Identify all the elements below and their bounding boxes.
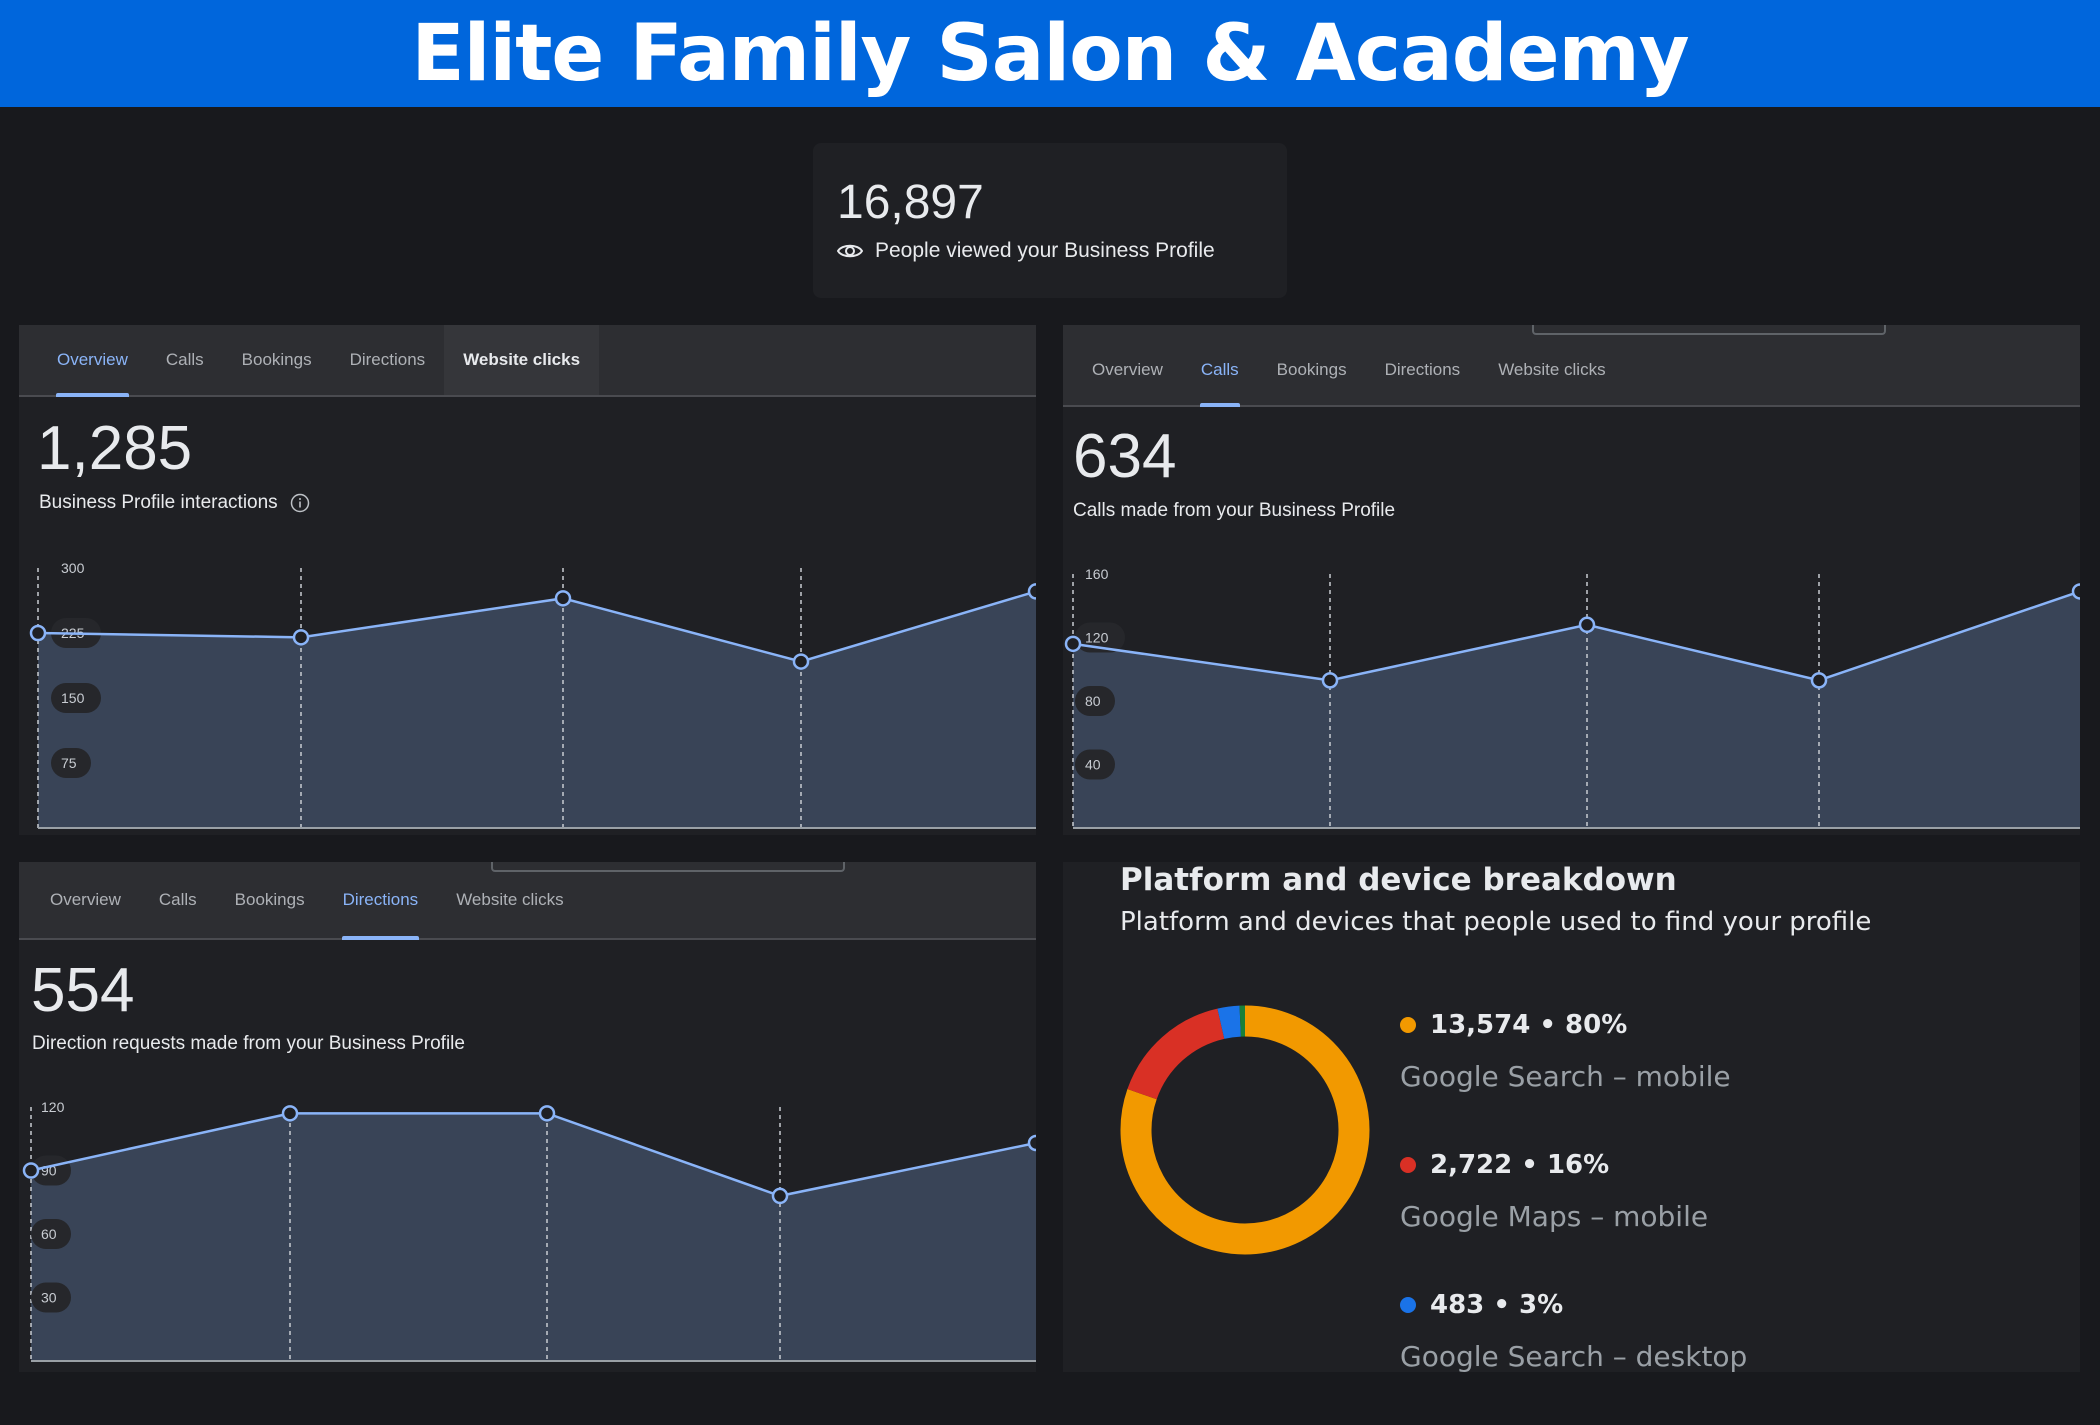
directions-count: 554 [31,956,135,1025]
data-point [1578,616,1596,634]
tab-bar: Overview Calls Bookings Directions Websi… [19,325,1036,397]
tick-pill [1075,686,1115,716]
data-point [22,1162,40,1179]
y-tick-label: 120 [1085,630,1109,646]
legend-label: Google Maps – mobile [1400,1200,1709,1233]
legend-value: 13,574 • 80% [1430,1010,1628,1040]
breakdown-subtitle: Platform and devices that people used to… [1120,907,1872,937]
platform-donut-chart [1120,1005,1370,1255]
data-point [1064,635,1082,653]
data-point [29,624,47,642]
eye-icon [837,244,863,258]
data-point [1027,1134,1036,1152]
data-point [2071,583,2080,600]
views-card: 16,897 People viewed your Business Profi… [813,143,1287,298]
legend-label: Google Search – mobile [1400,1060,1731,1093]
tab-bar: Overview Calls Bookings Directions Websi… [1063,325,2080,407]
tab-overview[interactable]: Overview [38,325,147,397]
legend-value: 2,722 • 16% [1430,1150,1610,1180]
tab-calls[interactable]: Calls [158,890,197,909]
tab-bookings[interactable]: Bookings [234,890,305,909]
date-selector-edge [491,862,845,872]
data-point [1321,672,1339,689]
legend-dot [1400,1157,1416,1173]
legend-value: 483 • 3% [1430,1290,1564,1320]
calls-panel: Overview Calls Bookings Directions Websi… [1063,325,2080,835]
legend-dot [1400,1017,1416,1033]
y-tick-label: 80 [1085,693,1101,709]
header-banner: Elite Family Salon & Academy [0,0,2100,107]
tab-calls[interactable]: Calls [165,350,204,369]
calls-count: 634 [1073,422,1177,491]
y-tick-label: 300 [61,560,85,576]
y-tick-label: 60 [41,1226,57,1242]
directions-panel: Overview Calls Bookings Directions Websi… [19,862,1036,1372]
data-point [792,653,810,670]
data-point [292,629,310,646]
legend-dot [1400,1297,1416,1313]
data-point [281,1105,299,1122]
interactions-panel: Overview Calls Bookings Directions Websi… [19,325,1036,835]
data-point [538,1105,556,1122]
tab-bookings[interactable]: Bookings [1276,360,1347,379]
y-tick-label: 150 [61,690,85,706]
tab-bar: Overview Calls Bookings Directions Websi… [19,862,1036,940]
tick-pill [51,683,101,713]
tab-website-clicks[interactable]: Website clicks [456,890,564,909]
interactions-label: Business Profile interactions [39,492,278,513]
tab-calls[interactable]: Calls [1182,335,1258,407]
legend-item: 13,574 • 80% Google Search – mobile [1400,1010,1731,1093]
tab-website-clicks[interactable]: Website clicks [1498,360,1606,379]
views-count: 16,897 [837,176,984,229]
directions-label: Direction requests made from your Busine… [32,1033,465,1054]
data-point [554,590,572,607]
interactions-count: 1,285 [37,414,193,483]
donut-slice [1217,1005,1242,1039]
legend-label: Google Search – desktop [1400,1340,1748,1373]
data-point [771,1187,789,1205]
legend-item: 483 • 3% Google Search – desktop [1400,1290,1747,1373]
data-point [1810,672,1828,689]
donut-slice [1120,1005,1370,1255]
legend-item: 2,722 • 16% Google Maps – mobile [1400,1150,1708,1233]
tab-overview[interactable]: Overview [1092,360,1163,379]
y-tick-label: 30 [41,1290,57,1306]
tick-pill [1075,749,1115,780]
info-icon[interactable] [290,493,310,513]
tab-directions[interactable]: Directions [324,862,438,940]
breakdown-title: Platform and device breakdown [1120,862,1677,898]
tab-directions[interactable]: Directions [1384,360,1461,379]
date-selector-edge [1532,325,1886,335]
y-tick-label: 120 [41,1099,65,1115]
calls-chart: 160 120 80 40 [1064,566,2080,829]
tab-directions[interactable]: Directions [349,350,426,369]
data-point [1027,583,1036,600]
tick-pill [31,1282,71,1313]
tab-website-clicks[interactable]: Website clicks [444,325,600,395]
calls-label: Calls made from your Business Profile [1073,500,1396,521]
y-tick-label: 160 [1085,566,1109,582]
y-tick-label: 40 [1085,757,1101,773]
area-fill [38,591,1036,828]
donut-slice [1127,1008,1225,1100]
breakdown-panel [1063,862,2080,1372]
business-title: Elite Family Salon & Academy [411,8,1689,99]
area-fill [31,1113,1036,1361]
tab-overview[interactable]: Overview [50,890,121,909]
y-tick-label: 75 [61,755,77,771]
tick-pill [51,748,91,778]
area-fill [1073,591,2080,828]
tick-pill [31,1219,71,1249]
views-label: People viewed your Business Profile [875,239,1215,262]
tab-bookings[interactable]: Bookings [241,350,312,369]
